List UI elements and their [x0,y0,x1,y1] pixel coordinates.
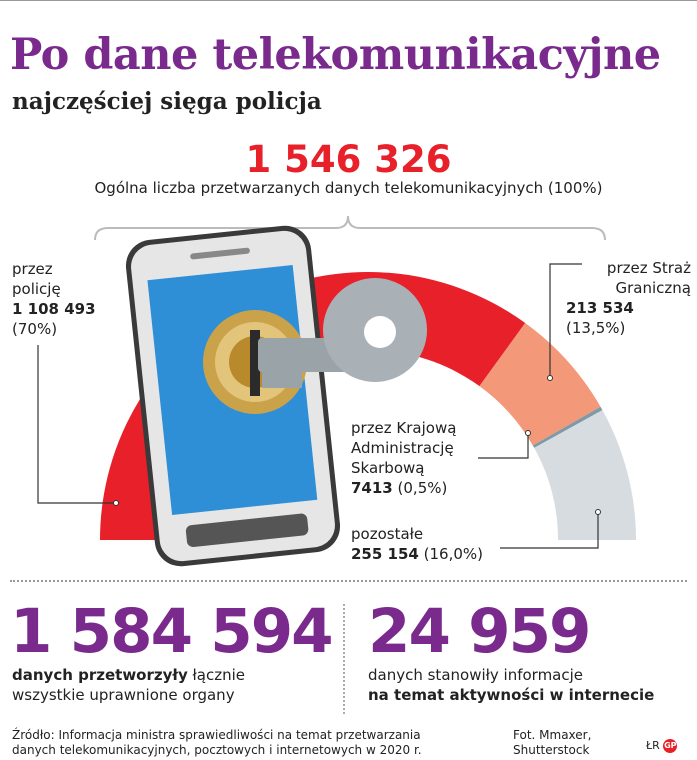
total-label: Ogólna liczba przetwarzanych danych tele… [94,179,603,197]
leader-sg [549,263,582,378]
column-divider [343,604,345,714]
summary-total-description: danych przetworzyły łącznie wszystkie up… [12,666,245,704]
summary-total-number: 1 584 594 [10,596,334,667]
page-subtitle: najczęściej sięga policja [12,88,322,115]
top-rule [0,0,697,1]
leader-other [500,512,599,549]
leader-police [37,345,116,504]
summary-internet-number: 24 959 [368,596,591,667]
section-divider [10,580,687,582]
arc-border-guard [479,322,601,446]
page-title: Po dane telekomunikacyjne [10,30,661,80]
label-tax-administration: przez Krajową Administrację Skarbową 741… [351,419,457,497]
phone-illustration [125,225,341,567]
total-value: 1 546 326 [245,138,452,181]
photo-credit: Fot. Mmaxer, Shutterstock [513,728,592,757]
source-note: Źródło: Informacja ministra sprawiedliwo… [12,728,422,757]
arc-tax-administration [532,406,603,448]
half-donut-chart [37,215,636,567]
label-border-guard: przez Straż Graniczną 213 534 (13,5%) [566,259,691,337]
label-police: przez policję 1 108 493 (70%) [12,260,96,338]
total-brace [94,215,606,241]
publisher-logo-icon: GP [663,739,678,753]
author-initials: ŁR [646,739,660,752]
label-other: pozostałe 255 154 (16,0%) [351,525,483,563]
arc-other [534,410,636,540]
summary-internet-description: danych stanowiły informacje na temat akt… [368,666,655,704]
key-illustration [258,278,427,388]
publisher-logo: ŁR GP [646,739,678,753]
leader-kas [478,433,529,459]
